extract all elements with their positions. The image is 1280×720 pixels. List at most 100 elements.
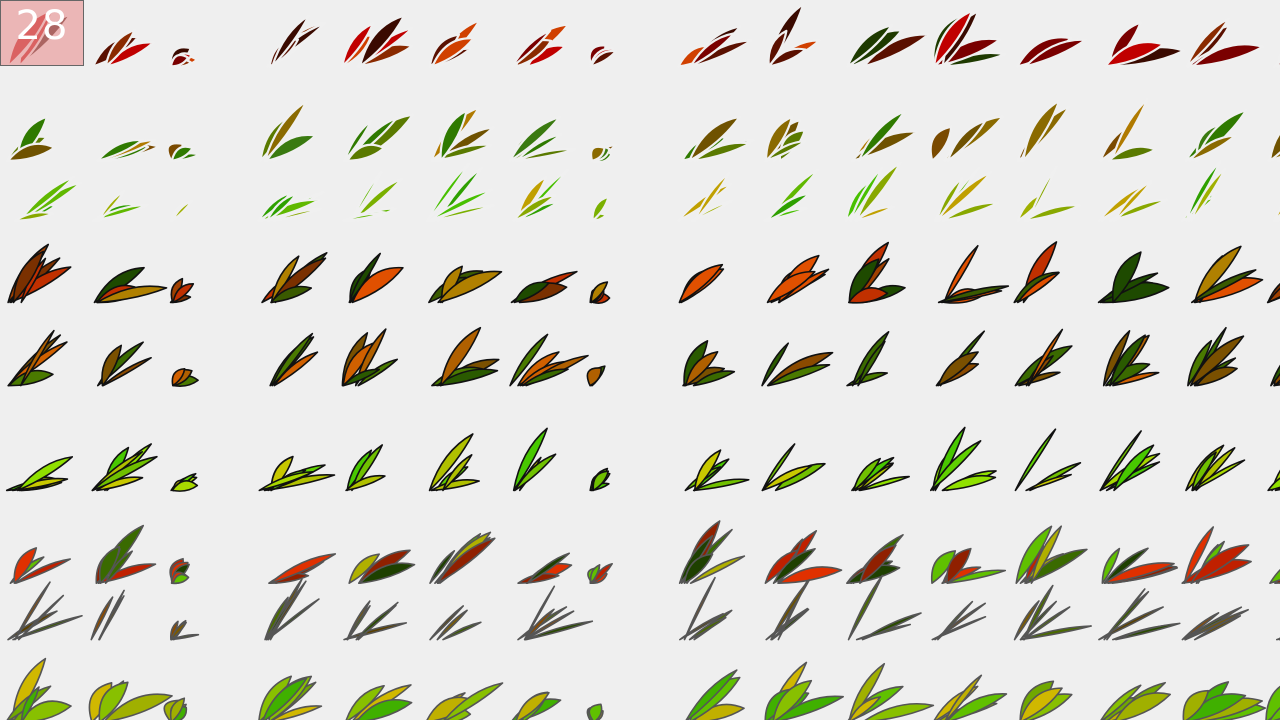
petal-cluster — [587, 366, 604, 385]
petal-cluster — [432, 108, 494, 161]
petal-shape — [1274, 43, 1280, 66]
petal-cluster — [1014, 242, 1059, 302]
petal-cluster — [430, 532, 495, 583]
petal-cluster — [769, 4, 820, 66]
petal-shape — [1270, 555, 1280, 583]
petal-cluster — [935, 168, 998, 221]
petal-cluster — [1102, 548, 1177, 583]
petal-cluster — [679, 26, 752, 66]
petal-cluster — [847, 664, 933, 720]
petal-cluster — [1015, 330, 1071, 386]
petal-cluster — [429, 266, 502, 302]
petal-cluster — [590, 45, 616, 66]
petal-cluster — [91, 590, 124, 639]
petal-cluster — [512, 24, 568, 66]
petal-cluster — [932, 602, 985, 640]
petal-cluster — [939, 246, 1009, 303]
petal-cluster — [8, 331, 67, 386]
petal-cluster — [346, 685, 412, 720]
petal-cluster — [346, 445, 385, 490]
petal-cluster — [172, 369, 198, 386]
petal-cluster — [514, 170, 568, 221]
petal-cluster — [1183, 682, 1265, 720]
petal-cluster — [1266, 679, 1280, 720]
petal-cluster — [164, 698, 186, 720]
petal-cluster — [1100, 431, 1159, 490]
petal-cluster — [1100, 100, 1155, 161]
petal-shape — [863, 613, 921, 640]
petal-cluster — [8, 244, 71, 302]
petal-cluster — [518, 553, 571, 583]
petal-cluster — [511, 692, 560, 720]
petal-cluster — [1268, 115, 1280, 161]
petal-cluster — [97, 140, 159, 161]
petal-cluster — [933, 675, 1006, 720]
petal-shape — [948, 121, 986, 161]
petal-shape — [8, 144, 55, 161]
petal-cluster — [342, 16, 412, 67]
petal-cluster — [588, 564, 612, 583]
petal-shape — [942, 476, 995, 491]
petal-cluster — [1020, 681, 1072, 720]
petal-shape — [1023, 101, 1059, 161]
petal-cluster — [1268, 271, 1280, 302]
petal-cluster — [342, 329, 397, 386]
petal-shape — [771, 580, 809, 640]
petal-cluster — [430, 434, 480, 490]
frame-counter: 28 — [0, 0, 84, 66]
petal-cluster — [1105, 23, 1184, 67]
petal-shape — [269, 581, 306, 639]
petal-cluster — [1182, 162, 1225, 221]
petal-cluster — [344, 601, 406, 639]
petal-cluster — [514, 428, 556, 490]
petal-cluster — [93, 191, 148, 221]
petal-cluster — [1099, 252, 1169, 302]
petal-cluster — [765, 662, 843, 720]
petal-cluster — [766, 117, 806, 161]
petal-cluster — [259, 192, 324, 221]
petal-cluster — [259, 676, 322, 720]
petal-cluster — [590, 282, 609, 303]
petal-cluster — [96, 526, 155, 584]
petal-cluster — [267, 16, 325, 67]
petal-shape — [768, 272, 815, 303]
petal-cluster — [1099, 181, 1167, 221]
petal-cluster — [1016, 526, 1087, 583]
petal-cluster — [1182, 527, 1251, 583]
petal-cluster — [430, 21, 480, 67]
petal-shape — [19, 596, 64, 640]
petal-cluster — [849, 576, 921, 640]
petal-cluster — [685, 670, 744, 720]
petal-shape — [679, 265, 722, 303]
petal-cluster — [1018, 101, 1069, 161]
petal-cluster — [766, 580, 809, 640]
petal-cluster — [1192, 246, 1263, 302]
petal-cluster — [848, 25, 929, 66]
petal-cluster — [171, 621, 199, 640]
petal-cluster — [518, 586, 592, 639]
petal-cluster — [1015, 586, 1092, 640]
petal-cluster — [1099, 589, 1180, 640]
petal-cluster — [171, 201, 192, 221]
petal-cluster — [427, 164, 494, 221]
petal-cluster — [936, 331, 984, 385]
petal-shape — [935, 603, 985, 639]
petal-cluster — [1188, 328, 1244, 386]
petal-shape — [270, 554, 335, 583]
petal-cluster — [768, 256, 829, 303]
petal-cluster — [849, 243, 905, 303]
petal-cluster — [1270, 522, 1280, 583]
petal-cluster — [170, 47, 197, 66]
petal-cluster — [349, 253, 403, 302]
petal-cluster — [92, 444, 157, 490]
petal-cluster — [270, 334, 317, 386]
petal-cluster — [931, 116, 1003, 160]
petal-cluster — [261, 102, 316, 161]
petal-shape — [514, 428, 547, 490]
petal-cluster — [344, 172, 402, 220]
petal-cluster — [852, 458, 909, 491]
petal-cluster — [591, 197, 609, 221]
petal-cluster — [765, 531, 841, 583]
petal-shape — [1270, 115, 1280, 161]
